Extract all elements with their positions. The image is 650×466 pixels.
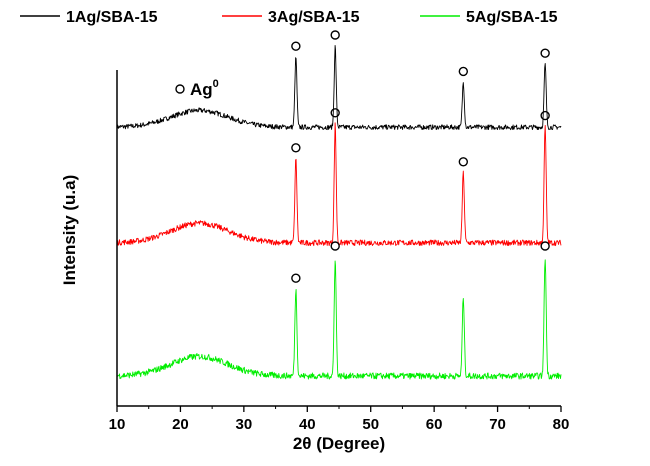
legend-label: 1Ag/SBA-15 — [66, 9, 158, 26]
series-line — [116, 259, 562, 380]
x-tick-label: 40 — [299, 416, 316, 433]
series-line — [116, 45, 562, 131]
series-layer — [116, 45, 562, 380]
x-tick-label: 70 — [489, 416, 506, 433]
legend-label: 3Ag/SBA-15 — [268, 9, 360, 26]
x-tick-label: 50 — [362, 416, 379, 433]
x-ticks: 10 20 30 40 50 60 70 80 — [109, 406, 570, 433]
peak-marker — [330, 241, 340, 251]
peak-marker — [458, 157, 469, 167]
x-axis-title: 2θ (Degree) — [293, 434, 385, 453]
axes — [116, 70, 561, 407]
peak-marker — [291, 143, 301, 153]
x-tick-label: 30 — [236, 416, 253, 433]
x-tick-label: 80 — [553, 416, 570, 433]
legend-label: 5Ag/SBA-15 — [466, 9, 558, 26]
legend: 1Ag/SBA-15 3Ag/SBA-15 5Ag/SBA-15 — [20, 9, 558, 26]
ag0-annotation: Ag0 — [175, 78, 219, 99]
x-tick-label: 60 — [426, 416, 443, 433]
peak-marker — [540, 48, 550, 58]
peak-marker — [330, 108, 340, 118]
peak-marker — [291, 273, 301, 283]
peak-marker — [458, 66, 469, 77]
annotation-marker — [175, 84, 185, 94]
annotation-text: Ag0 — [190, 78, 219, 99]
series-line — [116, 122, 562, 247]
peak-marker — [291, 41, 301, 51]
y-axis-title: Intensity (u.a) — [60, 175, 79, 286]
peak-marker — [540, 110, 550, 121]
x-tick-label: 10 — [109, 416, 126, 433]
peak-markers — [291, 30, 550, 283]
peak-marker — [540, 241, 550, 251]
peak-marker — [330, 30, 340, 40]
x-tick-label: 20 — [172, 416, 189, 433]
annotation-superscript: 0 — [213, 78, 219, 90]
annotation-label: Ag — [190, 80, 213, 99]
